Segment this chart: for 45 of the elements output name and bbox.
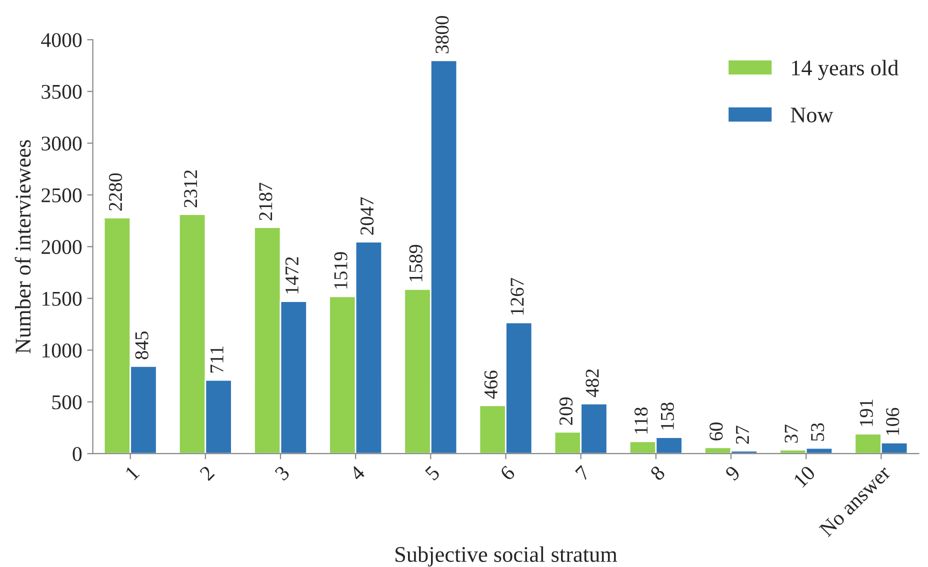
data-label: 2312 — [184, 170, 198, 208]
x-tick-label: 2 — [199, 465, 215, 481]
y-axis-title: Number of interviewees — [14, 140, 31, 354]
data-label: 60 — [710, 422, 723, 440]
data-label: 711 — [210, 346, 224, 373]
data-label: 1589 — [409, 244, 422, 282]
data-label: 482 — [586, 369, 599, 398]
data-label: 845 — [135, 332, 148, 360]
x-tick-label: 8 — [650, 465, 666, 482]
data-label: 158 — [660, 402, 674, 430]
data-label: 2280 — [108, 173, 122, 211]
x-tick-label: 9 — [724, 465, 741, 482]
data-label: 1267 — [510, 278, 524, 315]
y-tick-label: 1500 — [42, 292, 82, 306]
x-tick-label: 10 — [793, 465, 816, 488]
y-tick-label: 3500 — [42, 84, 82, 99]
data-label: 118 — [634, 407, 648, 434]
x-tick-label: 6 — [499, 464, 516, 482]
data-label: 191 — [860, 400, 873, 426]
x-tick-label: 5 — [424, 465, 440, 481]
x-axis-title: Subjective social stratum — [396, 546, 618, 566]
data-label: 3800 — [436, 16, 449, 54]
data-label: 466 — [484, 370, 498, 399]
data-label: 53 — [811, 423, 824, 441]
x-tick-label: 7 — [575, 465, 591, 481]
data-label: 1519 — [334, 252, 348, 288]
data-label: 27 — [736, 426, 749, 444]
data-label: 209 — [559, 397, 573, 425]
y-tick-label: 1000 — [42, 343, 82, 358]
y-tick-label: 3000 — [42, 136, 82, 151]
data-label: 1472 — [285, 257, 298, 294]
y-tick-label: 2000 — [42, 240, 82, 254]
x-tick-label: 1 — [124, 465, 140, 480]
data-label: 2047 — [360, 197, 374, 235]
y-tick-label: 2500 — [42, 188, 82, 202]
x-tick-label: 4 — [349, 464, 366, 482]
data-label: 106 — [886, 408, 900, 435]
data-label: 37 — [784, 424, 798, 443]
y-tick-label: 4000 — [41, 33, 82, 48]
data-label: 2187 — [259, 182, 272, 220]
legend-label: Now — [790, 108, 834, 122]
y-tick-label: 500 — [52, 395, 82, 410]
y-tick-label: 0 — [72, 446, 82, 462]
x-tick-label: 3 — [274, 465, 290, 482]
legend-label: 14 years old — [792, 60, 898, 80]
